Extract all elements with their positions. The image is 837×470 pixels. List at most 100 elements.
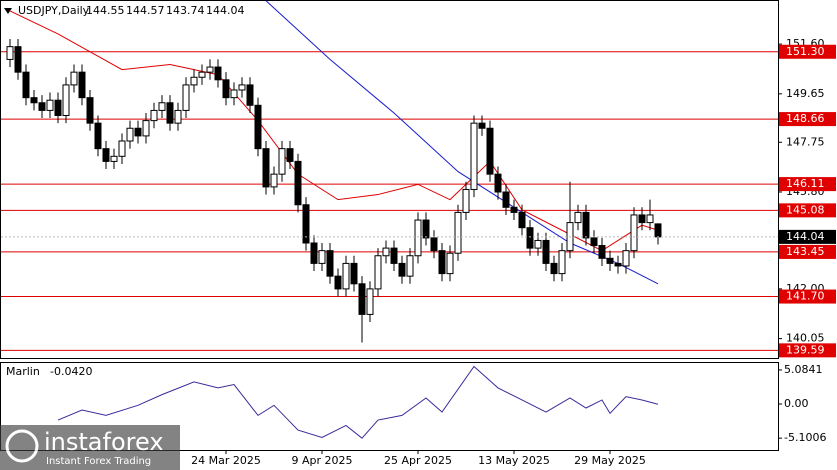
indicator-tick-label: 5.0841	[784, 363, 823, 376]
candle-body	[334, 275, 342, 290]
candle-body	[454, 211, 462, 254]
candle-body	[350, 262, 358, 285]
candle-body	[382, 247, 390, 257]
title-open: 144.55	[86, 4, 125, 17]
candle-body	[14, 46, 22, 73]
level-label-bg	[779, 244, 836, 259]
candle-body	[606, 257, 614, 264]
candle-body	[630, 214, 638, 252]
candle-body	[470, 122, 478, 190]
candle-body	[94, 122, 102, 150]
level-label: 148.66	[786, 112, 825, 125]
indicator-pane	[0, 362, 779, 451]
y-tick-label: 147.75	[786, 135, 825, 148]
candle-body	[118, 140, 126, 157]
candle-body	[646, 214, 654, 224]
candle-body	[278, 148, 286, 175]
candle-body	[78, 71, 86, 99]
level-label: 143.45	[786, 245, 825, 258]
overlay-line	[9, 10, 659, 252]
level-label-bg	[779, 203, 836, 218]
current-price-label: 144.04	[786, 230, 825, 243]
level-label: 145.08	[786, 203, 825, 216]
candle-body	[534, 239, 542, 249]
x-tick-label: 24 Mar 2025	[191, 454, 261, 467]
candle-body	[542, 239, 550, 264]
level-label-bg	[779, 44, 836, 59]
candle-body	[238, 84, 246, 91]
current-price-bg	[779, 229, 836, 244]
candle-body	[70, 71, 78, 86]
level-label: 141.70	[786, 290, 825, 303]
candle-body	[310, 242, 318, 264]
candle-body	[342, 262, 350, 290]
candle-body	[6, 46, 14, 60]
indicator-name: Marlin	[6, 365, 40, 378]
candle-body	[502, 191, 510, 208]
candle-body	[390, 247, 398, 264]
indicator-value: -0.0420	[50, 365, 92, 378]
x-tick-label: 29 May 2025	[574, 454, 646, 467]
candle-body	[494, 173, 502, 193]
candle-body	[590, 237, 598, 247]
candle-body	[526, 227, 534, 249]
candle-body	[38, 102, 46, 111]
title-close: 144.04	[206, 4, 245, 17]
candle-body	[230, 89, 238, 99]
candle-body	[598, 245, 606, 259]
candle-body	[254, 104, 262, 150]
candle-body	[510, 206, 518, 213]
candle-body	[198, 71, 206, 78]
candle-body	[158, 102, 166, 111]
candle-body	[518, 211, 526, 229]
candle-body	[270, 173, 278, 188]
candle-body	[214, 66, 222, 81]
candle-body	[62, 84, 70, 117]
title-low: 143.74	[166, 4, 205, 17]
level-label-bg	[779, 343, 836, 358]
candle-body	[262, 148, 270, 188]
indicator-tick-label: -5.1006	[784, 431, 826, 444]
candle-body	[22, 71, 30, 99]
candle-body	[438, 250, 446, 275]
candle-body	[166, 102, 174, 124]
watermark-logo	[5, 429, 39, 463]
level-label: 151.30	[786, 45, 825, 58]
level-label: 139.59	[786, 343, 825, 356]
candle-body	[486, 127, 494, 175]
level-label: 146.11	[786, 177, 825, 190]
x-tick-label: 25 Apr 2025	[384, 454, 452, 467]
candle-body	[86, 97, 94, 124]
candle-body	[150, 109, 158, 122]
candle-body	[126, 127, 134, 142]
candle-body	[374, 255, 382, 290]
title-high: 144.57	[126, 4, 165, 17]
candle-body	[366, 288, 374, 315]
level-label-bg	[779, 289, 836, 304]
candle-body	[422, 219, 430, 239]
candle-body	[294, 160, 302, 206]
candle-body	[446, 252, 454, 275]
indicator-tick-label: 0.00	[784, 397, 809, 410]
candle-body	[478, 122, 486, 129]
candle-body	[318, 250, 326, 264]
candle-body	[558, 250, 566, 275]
candle-body	[462, 188, 470, 213]
candle-body	[142, 120, 150, 137]
candle-body	[430, 237, 438, 252]
watermark: instaforex Instant Forex Trading	[0, 425, 180, 470]
candle-body	[134, 127, 142, 137]
candle-body	[302, 204, 310, 244]
watermark-slogan: Instant Forex Trading	[46, 456, 151, 467]
candle-body	[582, 211, 590, 239]
menu-arrow	[4, 8, 12, 14]
candle-body	[110, 155, 118, 162]
indicator-line	[57, 365, 659, 439]
level-label-bg	[779, 177, 836, 192]
candle-body	[222, 79, 230, 99]
candle-body	[398, 262, 406, 277]
candle-body	[574, 211, 582, 224]
candle-body	[550, 262, 558, 275]
